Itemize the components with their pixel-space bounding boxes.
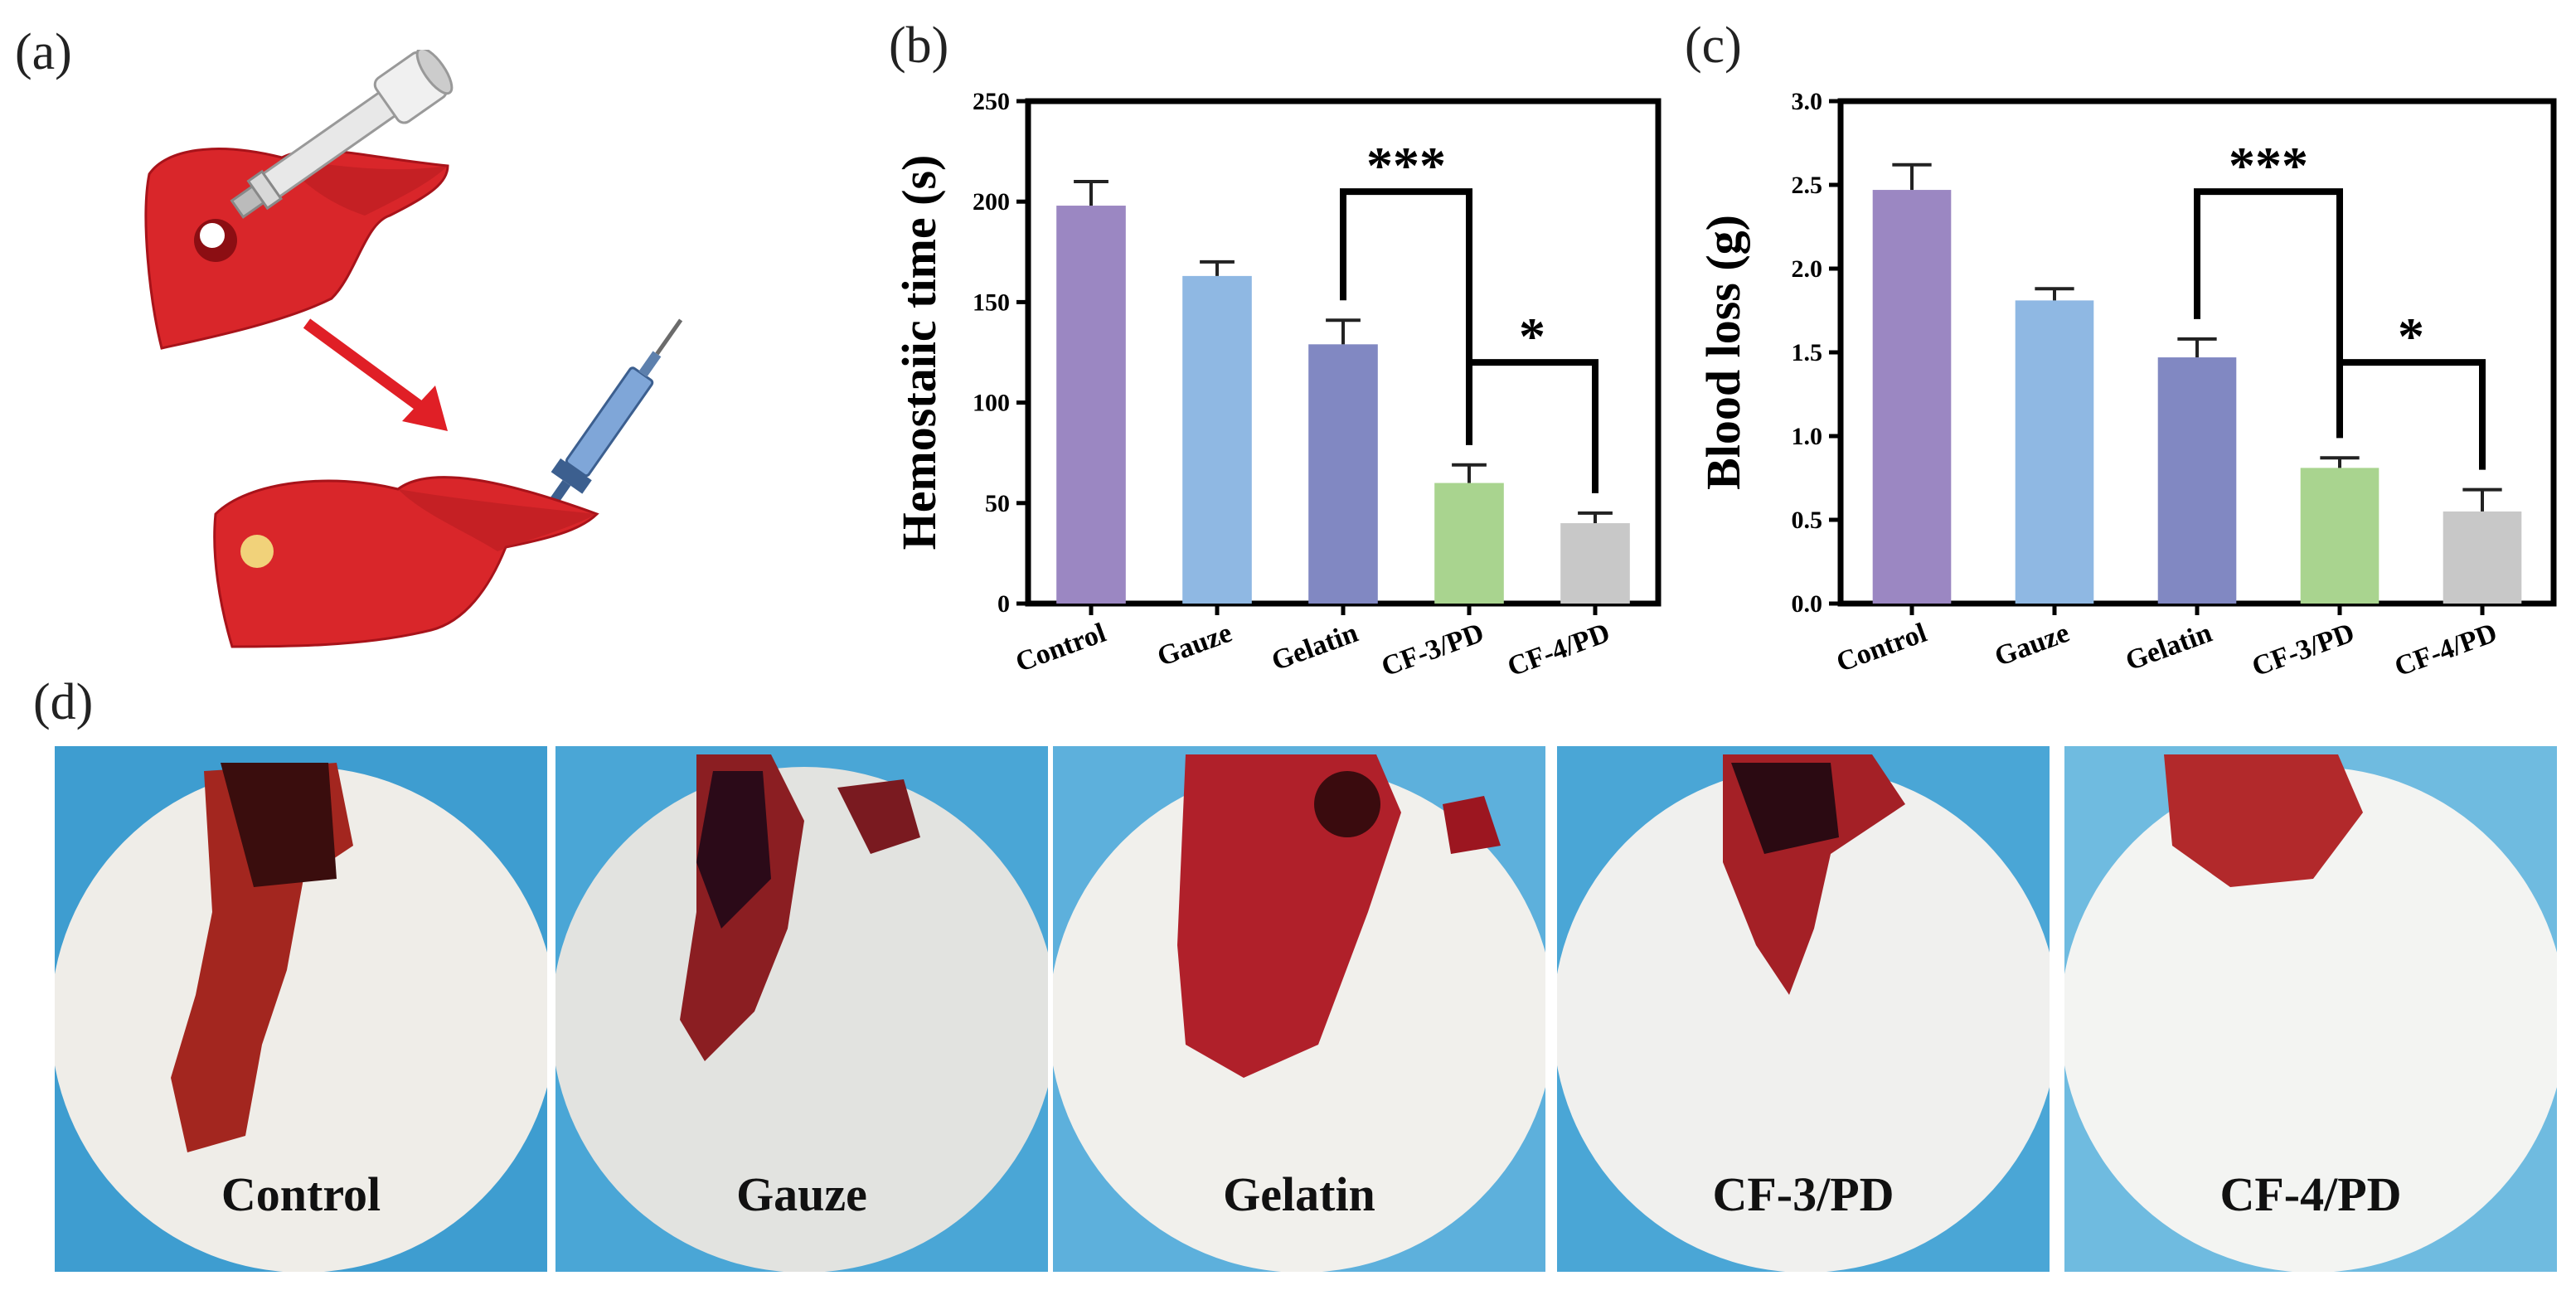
y-tick-label: 3.0: [1792, 88, 1823, 115]
bar-cf-4-pd: [2443, 511, 2522, 604]
x-tick-label: Control: [1011, 618, 1110, 678]
x-tick-label: Gelatin: [1268, 618, 1362, 677]
x-tick-label: Gauze: [1991, 618, 2074, 672]
y-tick-label: 200: [973, 188, 1010, 216]
y-tick-label: 2.5: [1792, 172, 1823, 199]
bar-gelatin: [2157, 357, 2237, 604]
x-tick-label: Gelatin: [2122, 618, 2216, 677]
significance-bracket: [2194, 188, 2343, 439]
bar-cf-3-pd: [1434, 483, 1504, 604]
significance-label: *: [1519, 307, 1545, 366]
bar-gelatin: [1308, 344, 1378, 604]
photo-cf4: CF-4/PD: [2064, 746, 2557, 1272]
liver-top-illustration: [144, 50, 454, 350]
bar-control: [1872, 190, 1952, 604]
x-tick-label: CF-4/PD: [2390, 618, 2501, 683]
photo-gauze-image: [555, 746, 1048, 1272]
photo-control-image: [55, 746, 547, 1272]
panel-label-b: (b): [889, 17, 949, 74]
panel-label-c: (c): [1685, 17, 1742, 74]
bar-control: [1056, 206, 1126, 604]
y-axis-label: Blood loss (g): [1696, 215, 1750, 490]
significance-bracket: [1466, 359, 1598, 493]
x-tick-label: CF-4/PD: [1503, 618, 1613, 683]
photo-cf3-image: [1557, 746, 2050, 1272]
arrow-icon: [303, 318, 448, 431]
photo-gelatin-label: Gelatin: [1223, 1167, 1375, 1221]
blood-loss-chart: 0.0 0.5 1.0 1.5 2.0 2.5 3.0 Blood loss (g) Contr…: [1696, 88, 2557, 683]
x-tick-label: Control: [1832, 618, 1931, 678]
y-tick-label: 0.0: [1792, 590, 1823, 618]
y-tick-label: 1.5: [1792, 339, 1823, 366]
x-tick-label: Gauze: [1153, 618, 1236, 672]
photo-control-label: Control: [221, 1167, 381, 1221]
photo-gelatin-image: [1053, 746, 1545, 1272]
photo-cf3-label: CF-3/PD: [1712, 1167, 1894, 1221]
y-tick-label: 150: [973, 289, 1010, 316]
y-tick-label: 100: [973, 390, 1010, 417]
liver-bottom-illustration: [213, 476, 599, 648]
bar-cf-3-pd: [2300, 468, 2380, 604]
x-tick-label: CF-3/PD: [1377, 618, 1487, 683]
y-axis-label: Hemostaiic time (s): [895, 155, 946, 550]
significance-bracket: [2336, 359, 2486, 470]
biopsy-punch-icon: [230, 50, 454, 219]
y-tick-label: 1.0: [1792, 423, 1823, 450]
photo-cf3: CF-3/PD: [1557, 746, 2050, 1272]
y-tick-label: 0.5: [1792, 507, 1823, 534]
significance-label: *: [2398, 307, 2424, 366]
photo-cf4-image: [2064, 746, 2557, 1272]
y-tick-label: 0: [997, 590, 1010, 618]
x-tick-label: CF-3/PD: [2248, 618, 2358, 683]
syringe-icon: [534, 318, 683, 521]
significance-label: ***: [1366, 136, 1446, 195]
photo-cf4-label: CF-4/PD: [2219, 1167, 2402, 1221]
y-tick-label: 250: [973, 88, 1010, 115]
bar-gauze: [1182, 275, 1252, 604]
bar-gauze: [2015, 300, 2094, 604]
y-tick-label: 2.0: [1792, 255, 1823, 283]
y-tick-label: 50: [985, 490, 1010, 517]
photo-control: Control: [55, 746, 547, 1272]
photo-gauze: Gauze: [555, 746, 1048, 1272]
bar-cf-4-pd: [1560, 523, 1630, 604]
significance-label: ***: [2229, 136, 2308, 195]
panel-label-a: (a): [15, 24, 72, 80]
hemostatic-time-chart: 0 50 100 150 200 250 Hemostaiic time (s) Contro…: [895, 88, 1662, 683]
significance-bracket: [1340, 188, 1472, 445]
liver-schematic: [144, 50, 683, 648]
photo-gauze-label: Gauze: [736, 1167, 867, 1221]
panel-label-d: (d): [33, 674, 94, 730]
photo-gelatin: Gelatin: [1053, 746, 1545, 1272]
